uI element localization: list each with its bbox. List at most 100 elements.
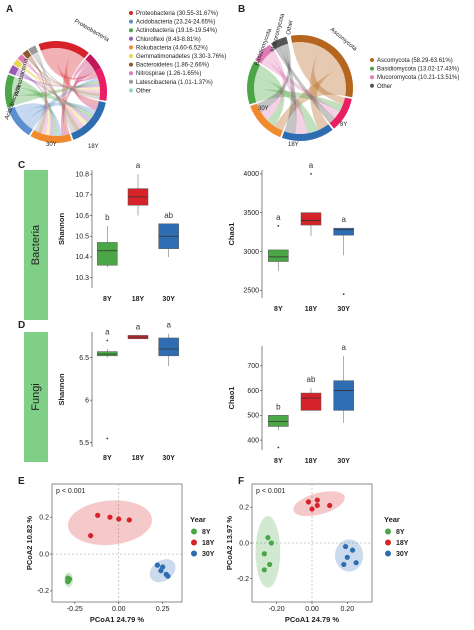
x-tick-label: 30Y xyxy=(337,458,350,465)
x-tick-label: 30Y xyxy=(162,455,175,462)
chord-ribbon xyxy=(16,70,91,123)
panel-letter-E: E xyxy=(18,476,25,487)
y-tick-label: 10.4 xyxy=(75,254,89,261)
chord-sector-acidobacteria xyxy=(8,107,33,136)
panel-letter-C: C xyxy=(18,160,25,171)
scatter-point xyxy=(353,560,359,566)
legend-label: Acidobacteria (23.24-24.65%) xyxy=(136,20,215,26)
y-tick-label: 10.8 xyxy=(75,171,89,178)
x-tick-label: 0.25 xyxy=(156,606,170,613)
chord-sample-label: 18Y xyxy=(288,142,299,148)
x-tick-label: 8Y xyxy=(274,458,283,465)
sidebar-fungi-bar xyxy=(24,332,48,462)
chord-ribbon xyxy=(264,54,308,135)
chord-taxon-label: Other xyxy=(286,20,295,36)
legend-label: Ascomycota (58.29-63.61%) xyxy=(377,58,453,64)
y-tick-label: 6.5 xyxy=(79,355,89,362)
significance-letter: a xyxy=(341,215,346,224)
x-tick-label: 30Y xyxy=(162,296,175,303)
x-tick-label: 8Y xyxy=(103,296,112,303)
scatter-point xyxy=(116,516,122,522)
legend-label: Proteobacteria (30.55-31.67%) xyxy=(136,11,218,17)
chord-ribbon xyxy=(260,50,286,120)
legend-label: 18Y xyxy=(396,540,409,547)
chord-sector-small2 xyxy=(13,59,23,69)
legend-swatch xyxy=(191,539,197,546)
chord-ribbon xyxy=(74,62,98,111)
legend-label: Mucoromycota (10.21-13.51%) xyxy=(377,75,459,81)
legend-swatch xyxy=(129,36,133,41)
y-tick-label: -0.2 xyxy=(237,576,249,583)
panel-letter-F: F xyxy=(238,476,244,487)
scatter-point xyxy=(107,514,113,520)
scatter-point xyxy=(344,554,350,560)
box-outlier xyxy=(342,293,345,296)
chord-sector-8y xyxy=(94,68,107,101)
box-chart-D-shannon: 5.5 6 6.5 Shannon 8Y 18Y 30Y a a a xyxy=(57,321,179,462)
x-tick-label: -0.20 xyxy=(269,606,285,613)
x-tick-label: 8Y xyxy=(103,455,112,462)
y-tick-label: 2500 xyxy=(243,288,259,295)
x-tick-label: 0.00 xyxy=(112,606,126,613)
chord-ribbon xyxy=(12,76,58,137)
chord-sector-ascomycota xyxy=(290,35,353,98)
legend-label: Nitrospirae (1.26-1.65%) xyxy=(136,71,201,77)
y-tick-label: 700 xyxy=(247,363,259,370)
chord-sector-30y xyxy=(250,103,283,138)
legend-label: Actinobacteria (19.16-19.54%) xyxy=(136,28,217,34)
scatter-chart-E-pcoa: -0.25 0.00 0.25 -0.2 0.0 0.2 p < 0.001 PCoA1 24… xyxy=(25,483,215,624)
x-tick-label: 8Y xyxy=(274,306,283,313)
legend-swatch xyxy=(129,19,133,24)
legend-label: Other xyxy=(136,88,151,94)
confidence-ellipse xyxy=(255,516,281,588)
chord-ribbon xyxy=(25,59,49,135)
legend-swatch xyxy=(385,539,391,546)
x-tick-label: 0.20 xyxy=(340,606,354,613)
y-tick-label: 3500 xyxy=(243,210,259,217)
chord-ribbon xyxy=(274,47,335,124)
chord-ribbon xyxy=(25,77,99,130)
scatter-point xyxy=(314,497,320,503)
legend-swatch xyxy=(129,28,133,33)
x-tick-label: 0.00 xyxy=(305,606,319,613)
chord-ribbon xyxy=(253,76,319,134)
chord-sample-label: 8Y xyxy=(340,122,347,128)
chord-ribbon xyxy=(34,51,47,132)
chord-sector-18y xyxy=(71,101,106,140)
y-tick-label: 10.3 xyxy=(75,275,89,282)
chord-sector-basidiomycota xyxy=(247,61,261,105)
chord-ribbon xyxy=(40,48,97,80)
significance-letter: b xyxy=(105,213,110,222)
legend-label: Basidiomycota (13.02-17.43%) xyxy=(377,67,459,73)
box-outlier xyxy=(106,339,109,342)
scatter-point xyxy=(158,568,164,574)
chord-ribbon xyxy=(23,60,84,129)
scatter-point xyxy=(309,506,315,512)
scatter-point xyxy=(341,561,347,568)
legend-swatch xyxy=(370,58,374,62)
chord-ribbon xyxy=(28,56,80,132)
x-axis-title: PCoA1 24.79 % xyxy=(285,615,340,624)
scatter-point xyxy=(261,551,267,557)
chord-diagram-A: 18Y30YProteobacteriaActinobacteriaAcidob… xyxy=(4,11,226,150)
y-tick-label: 500 xyxy=(247,413,259,420)
chord-sector-actinobacteria xyxy=(4,74,15,108)
box-outlier xyxy=(310,172,312,175)
y-axis-title: Chao1 xyxy=(227,223,236,246)
chord-ribbon xyxy=(279,45,297,134)
significance-letter: a xyxy=(341,343,346,352)
y-tick-label: -0.2 xyxy=(37,588,49,595)
legend-label: Gemmatimonadetes (3.30-3.76%) xyxy=(136,54,226,60)
chord-sector-small3 xyxy=(17,54,27,64)
significance-letter: a xyxy=(276,213,281,222)
chord-ribbon xyxy=(255,65,285,127)
x-tick-label: 30Y xyxy=(337,306,350,313)
legend-swatch xyxy=(385,528,391,535)
chord-sector-small4 xyxy=(22,49,32,59)
y-tick-label: 400 xyxy=(247,437,259,444)
scatter-point xyxy=(88,533,94,539)
y-axis-title: PCoA2 13.97 % xyxy=(225,516,234,571)
legend-swatch xyxy=(129,11,133,15)
scatter-point xyxy=(165,573,171,579)
chord-ribbon xyxy=(254,89,343,112)
